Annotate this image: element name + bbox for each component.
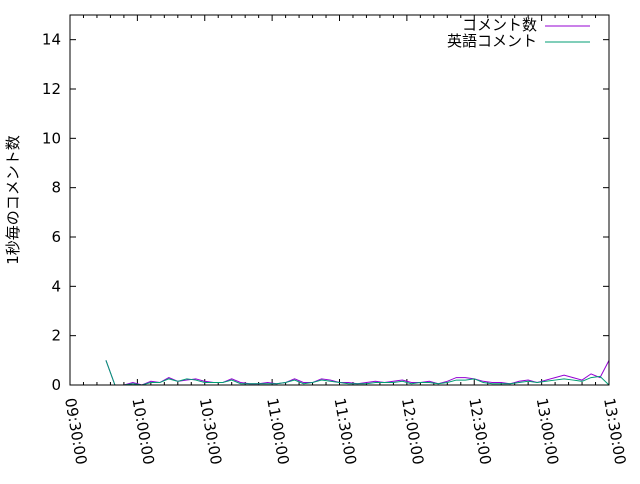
x-tick-label: 13:30:00 bbox=[600, 397, 629, 466]
y-tick-label: 8 bbox=[51, 179, 61, 197]
legend-label-0: コメント数 bbox=[462, 16, 537, 34]
legend-label-1: 英語コメント bbox=[447, 32, 537, 50]
series-line-1 bbox=[105, 360, 610, 386]
axis-ticks bbox=[69, 15, 610, 386]
series-lines bbox=[105, 360, 610, 386]
x-tick-label: 12:00:00 bbox=[398, 397, 427, 466]
legend: コメント数 英語コメント bbox=[447, 16, 590, 50]
y-axis-label: 1秒毎のコメント数 bbox=[4, 135, 22, 265]
x-tick-label: 10:00:00 bbox=[128, 397, 157, 466]
x-tick-label: 11:00:00 bbox=[263, 397, 292, 466]
y-tick-label: 14 bbox=[42, 31, 61, 49]
y-tick-label: 6 bbox=[51, 228, 61, 246]
x-tick-label: 09:30:00 bbox=[61, 397, 90, 466]
x-tick-label: 13:00:00 bbox=[533, 397, 562, 466]
x-tick-label: 11:30:00 bbox=[331, 397, 360, 466]
x-tick-labels: 09:30:00 10:00:00 10:30:00 11:00:00 11:30:00… bbox=[61, 397, 629, 466]
y-tick-label: 0 bbox=[51, 376, 61, 394]
y-tick-label: 10 bbox=[42, 129, 61, 147]
y-tick-label: 2 bbox=[51, 327, 61, 345]
plot-border bbox=[69, 14, 610, 386]
y-tick-labels: 0 2 4 6 8 10 12 14 bbox=[42, 31, 61, 394]
x-tick-label: 12:30:00 bbox=[465, 397, 494, 466]
y-tick-label: 4 bbox=[51, 277, 61, 295]
y-tick-label: 12 bbox=[42, 80, 61, 98]
series-line-0 bbox=[105, 360, 610, 386]
x-tick-label: 10:30:00 bbox=[196, 397, 225, 466]
